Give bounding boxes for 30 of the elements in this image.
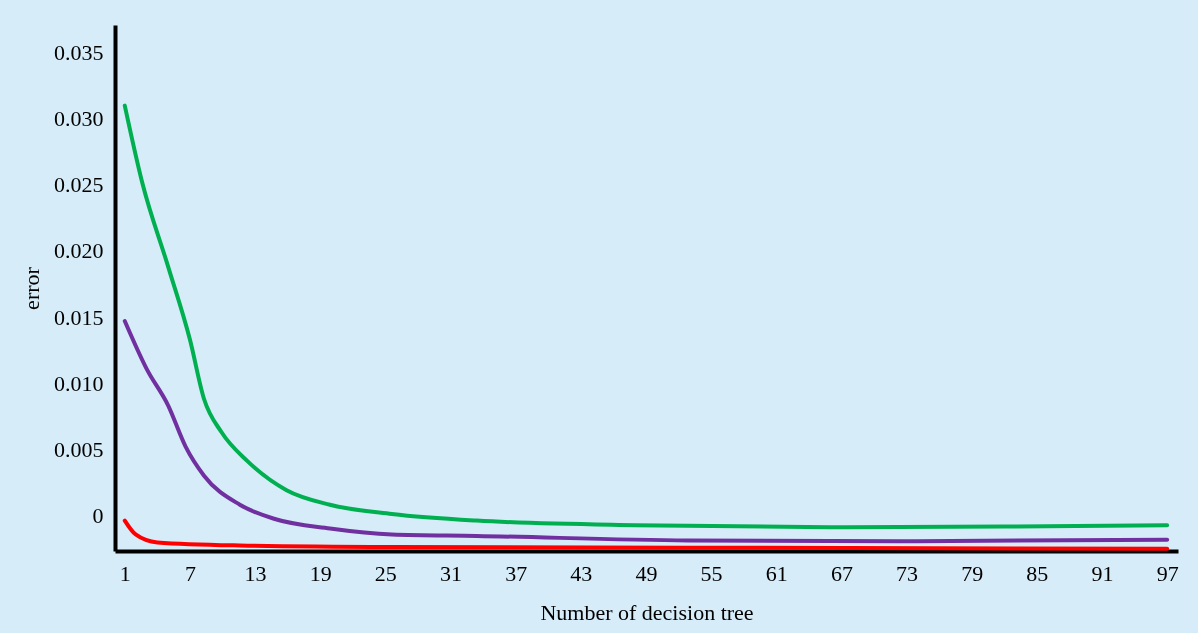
x-tick-label: 25 bbox=[374, 560, 397, 586]
x-tick-label: 13 bbox=[244, 560, 267, 586]
x-tick-label: 55 bbox=[700, 560, 723, 586]
x-tick-label: 61 bbox=[765, 560, 788, 586]
x-tick-label: 85 bbox=[1026, 560, 1049, 586]
line-series bbox=[122, 319, 1170, 544]
y-tick-label: 0.010 bbox=[54, 370, 104, 396]
x-axis-title: Number of decision tree bbox=[540, 599, 754, 625]
y-axis-title: error bbox=[19, 266, 44, 310]
x-tick-label: 67 bbox=[830, 560, 853, 586]
y-tick-label: 0.025 bbox=[54, 172, 104, 198]
y-tick-label: 0.015 bbox=[54, 304, 104, 330]
x-tick-label: 37 bbox=[505, 560, 528, 586]
x-tick-label: 91 bbox=[1091, 560, 1114, 586]
x-tick-label: 79 bbox=[961, 560, 984, 586]
y-tick-label: 0.035 bbox=[54, 40, 104, 66]
y-tick-label: 0.005 bbox=[54, 436, 104, 462]
x-tick-label: 49 bbox=[635, 560, 658, 586]
y-tick-label: 0 bbox=[92, 502, 104, 528]
x-tick-label: 7 bbox=[184, 560, 196, 586]
y-tick-label: 0.030 bbox=[54, 106, 104, 132]
line-series bbox=[122, 518, 1170, 551]
x-tick-label: 43 bbox=[570, 560, 593, 586]
x-tick-label: 1 bbox=[119, 560, 131, 586]
line-series bbox=[122, 103, 1170, 530]
y-tick-label: 0.020 bbox=[54, 238, 104, 264]
x-tick-label: 73 bbox=[896, 560, 919, 586]
x-tick-label: 97 bbox=[1156, 560, 1179, 586]
x-tick-label: 31 bbox=[440, 560, 463, 586]
x-tick-label: 19 bbox=[309, 560, 332, 586]
